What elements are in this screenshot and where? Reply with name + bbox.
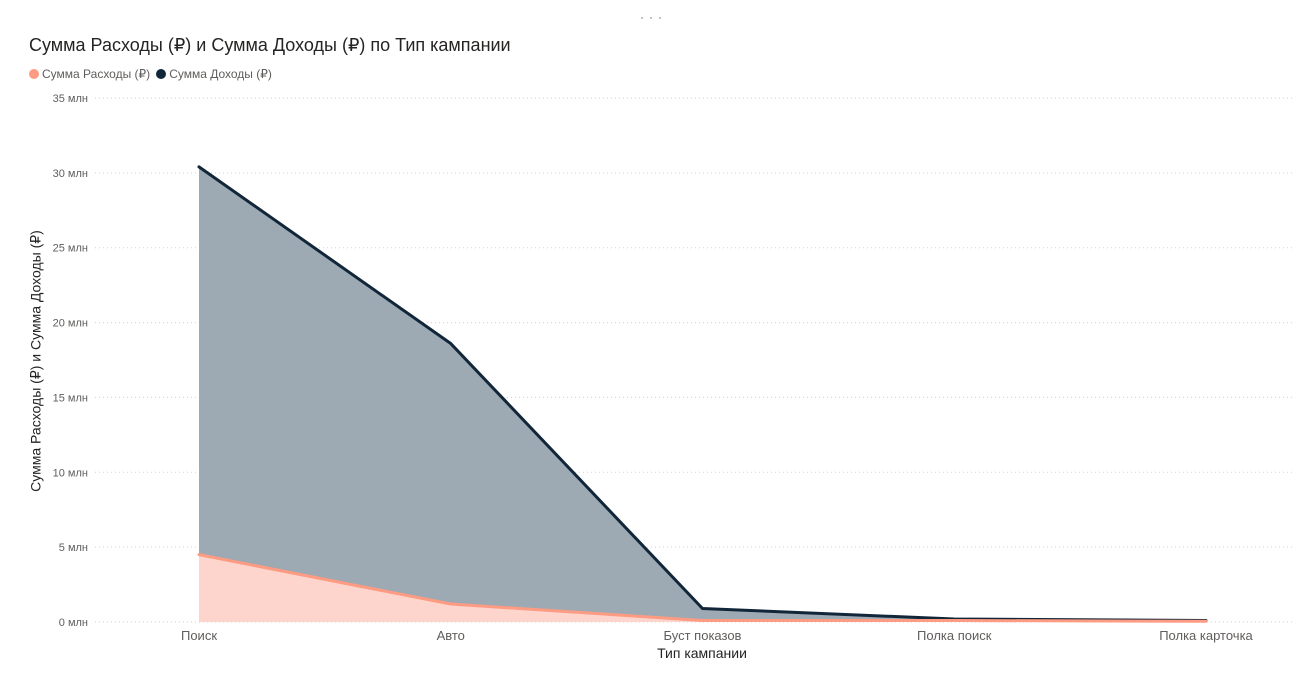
expenses-point[interactable]	[951, 618, 957, 624]
y-tick-label: 5 млн	[59, 542, 88, 554]
y-tick-label: 25 млн	[53, 243, 88, 255]
y-tick-label: 30 млн	[53, 168, 88, 180]
x-tick-label: Буст показов	[664, 628, 742, 643]
chart-legend: Сумма Расходы (₽) Сумма Доходы (₽)	[29, 67, 278, 81]
y-tick-label: 35 млн	[53, 93, 88, 105]
expenses-point[interactable]	[1203, 618, 1209, 624]
legend-label-income: Сумма Доходы (₽)	[169, 67, 272, 81]
y-tick-label: 0 млн	[59, 617, 88, 629]
legend-label-expenses: Сумма Расходы (₽)	[42, 67, 151, 81]
expenses-point[interactable]	[448, 601, 454, 607]
x-axis-title: Тип кампании	[657, 645, 747, 661]
y-axis-ticks: 0 млн 5 млн 10 млн 15 млн 20 млн 25 млн 30 млн…	[53, 93, 88, 629]
legend-marker-expenses-icon	[29, 69, 39, 79]
y-tick-label: 10 млн	[53, 467, 88, 479]
x-tick-label: Авто	[437, 628, 465, 643]
y-tick-label: 20 млн	[53, 318, 88, 330]
x-tick-label: Поиск	[181, 628, 217, 643]
expenses-line[interactable]	[197, 553, 1208, 623]
income-point[interactable]	[448, 341, 454, 347]
x-tick-label: Полка карточка	[1159, 628, 1253, 643]
y-tick-label: 15 млн	[53, 392, 88, 404]
chart-title: Сумма Расходы (₽) и Сумма Доходы (₽) по …	[29, 35, 511, 55]
x-axis-ticks: Поиск Авто Буст показов Полка поиск Полка ка…	[181, 628, 1254, 643]
expenses-point[interactable]	[196, 552, 202, 558]
legend-item-expenses[interactable]: Сумма Расходы (₽)	[29, 67, 150, 81]
expenses-point[interactable]	[700, 618, 706, 624]
legend-marker-income-icon	[156, 69, 167, 79]
legend-item-income[interactable]: Сумма Доходы (₽)	[156, 67, 272, 81]
area-series	[196, 164, 1209, 624]
income-area-fill	[199, 166, 1206, 622]
income-point[interactable]	[700, 606, 706, 612]
visual-header-drag-handle[interactable]	[636, 8, 666, 19]
x-tick-label: Полка поиск	[917, 628, 992, 643]
income-point[interactable]	[196, 164, 202, 170]
